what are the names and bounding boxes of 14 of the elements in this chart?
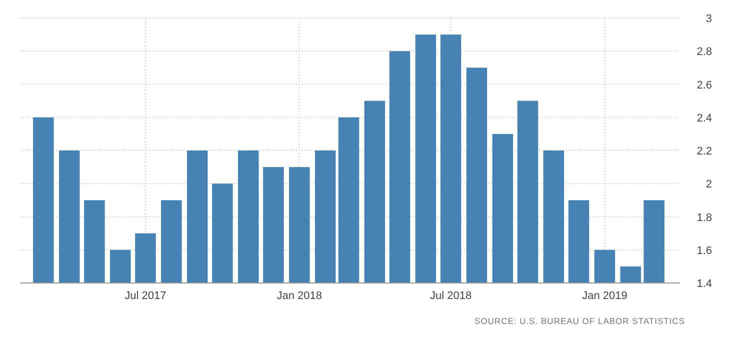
y-tick-label: 2.8 [696, 46, 712, 58]
y-tick-label: 1.4 [696, 278, 712, 290]
y-tick-label: 2 [706, 178, 712, 191]
y-tick-label: 1.6 [696, 244, 712, 257]
x-tick-label: Jul 2017 [124, 290, 166, 302]
y-tick-label: 2.2 [696, 146, 712, 158]
source-note: SOURCE: U.S. BUREAU OF LABOR STATISTICS [474, 316, 685, 326]
y-tick-label: 2.6 [696, 79, 712, 92]
x-tick-label: Jan 2019 [582, 290, 628, 302]
y-tick-label: 2.4 [696, 112, 712, 124]
y-tick-label: 3 [706, 13, 712, 25]
y-tick-label: 1.8 [696, 212, 712, 224]
x-tick-label: Jan 2018 [276, 290, 322, 302]
x-tick-label: Jul 2018 [430, 290, 472, 302]
